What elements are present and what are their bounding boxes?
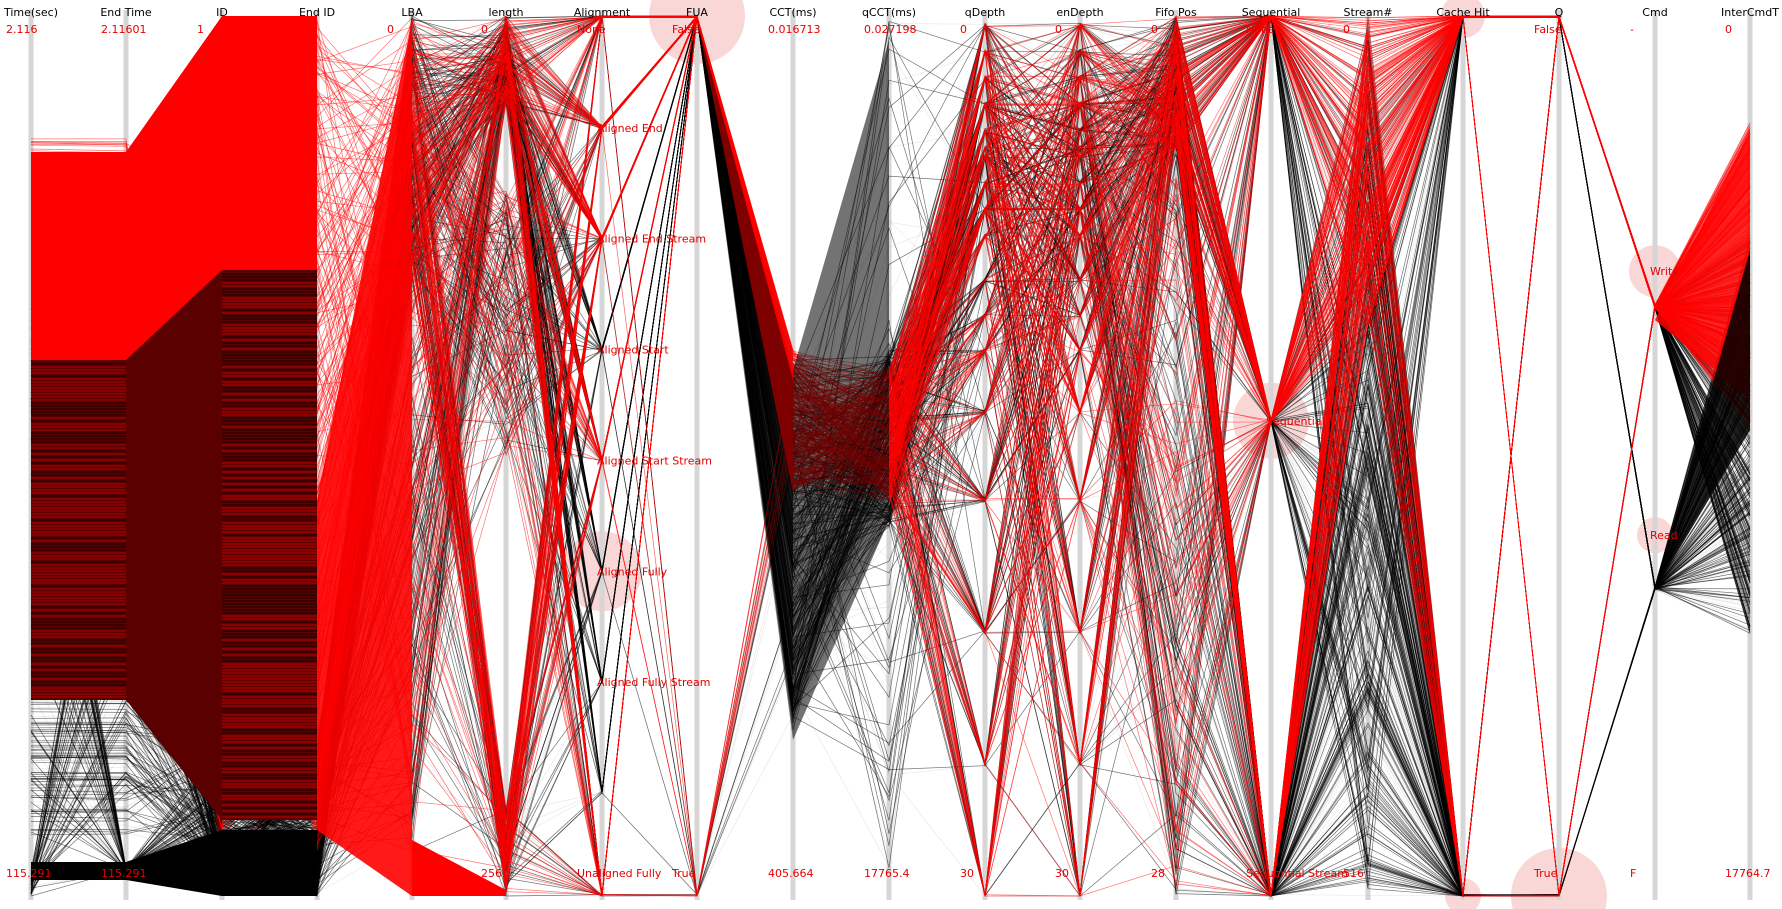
category-label: Read	[1650, 529, 1678, 542]
dense-record-band	[1655, 130, 1750, 400]
axis-title: InterCmdT	[1721, 6, 1779, 19]
category-label: Sequential	[1266, 415, 1325, 428]
axis-bottom-label: 256	[481, 867, 502, 880]
axis-top-label: False	[1534, 23, 1562, 36]
dense-record-band	[412, 840, 506, 896]
axis-bottom-label: 28	[1151, 867, 1165, 880]
axis-bottom-label: True	[1533, 867, 1558, 880]
axis-bottom-label: F	[1630, 867, 1636, 880]
dense-record-band	[31, 830, 317, 896]
category-label: Write	[1650, 265, 1679, 278]
axis-title: Cmd	[1642, 6, 1667, 19]
dense-record-band	[317, 20, 412, 896]
axis-top-label: -	[1630, 23, 1634, 36]
axis-bottom-label: 17764.7	[1725, 867, 1771, 880]
axis-title: qDepth	[965, 6, 1006, 19]
axis-top-label: 0	[1151, 23, 1158, 36]
dense-record-band	[697, 20, 793, 740]
axis-title: End Time	[100, 6, 152, 19]
category-label: Aligned Start Stream	[597, 454, 712, 467]
axis-top-label: False	[672, 23, 700, 36]
axis-bottom-label: 115.291	[101, 867, 147, 880]
axis-title: Time(sec)	[3, 6, 58, 19]
axis-title: Fifo Pos	[1155, 6, 1197, 19]
axis-title: Sequential	[1242, 6, 1301, 19]
axis-top-label: 0	[481, 23, 488, 36]
axis-bottom-label: 516	[1343, 867, 1364, 880]
category-label: Aligned End	[597, 122, 663, 135]
axis-bottom-label: 115.291	[6, 867, 52, 880]
axis-top-label: None	[1246, 23, 1275, 36]
axis-bottom-label: 17765.4	[864, 867, 910, 880]
axis-top-label: 0.016713	[768, 23, 821, 36]
axis-top-label: 1	[197, 23, 204, 36]
category-label: Aligned Fully	[597, 565, 668, 578]
axis-title: ID	[216, 6, 228, 19]
axis-title: length	[488, 6, 523, 19]
category-label: Aligned Start	[597, 344, 669, 357]
dense-record-band	[793, 40, 889, 740]
axis-top-label: None	[577, 23, 606, 36]
axis-title: qCCT(ms)	[862, 6, 916, 19]
axis-title: LBA	[401, 6, 423, 19]
axis-top-label: 0	[960, 23, 967, 36]
axis-top-label: 2.11601	[101, 23, 147, 36]
axis-title: Alignment	[574, 6, 631, 19]
axis-top-label: 0	[387, 23, 394, 36]
category-label: Aligned Fully Stream	[597, 676, 710, 689]
axis-bottom-label: 30	[960, 867, 974, 880]
axis-top-label: 0.027198	[864, 23, 917, 36]
axis-title: Cache Hit	[1436, 6, 1490, 19]
axis-title: FUA	[686, 6, 708, 19]
axis-bottom-label: True	[671, 867, 696, 880]
axis-title: CCT(ms)	[769, 6, 816, 19]
axis-top-label: 0	[1343, 23, 1350, 36]
dense-record-band	[1655, 250, 1750, 590]
axis-top-label: 2.116	[6, 23, 38, 36]
polylines-selected	[30, 14, 1751, 898]
axis-labels: Time(sec) 2.116 115.291 End Time 2.11601 115.…	[3, 6, 1779, 880]
axis-title: enDepth	[1056, 6, 1103, 19]
axis-title: End ID	[299, 6, 335, 19]
category-label: Aligned End Stream	[597, 233, 706, 246]
axis-title: Stream#	[1343, 6, 1392, 19]
axis-bottom-label: 405.664	[768, 867, 814, 880]
axis-bottom-label: 30	[1055, 867, 1069, 880]
axis-bottom-label: Sequential Stream	[1246, 867, 1348, 880]
axis-bottom-label: Unaligned Fully	[577, 867, 662, 880]
axis-title: Q	[1555, 6, 1564, 19]
axis-top-label: 0	[1055, 23, 1062, 36]
axis-top-label: 0	[1725, 23, 1732, 36]
